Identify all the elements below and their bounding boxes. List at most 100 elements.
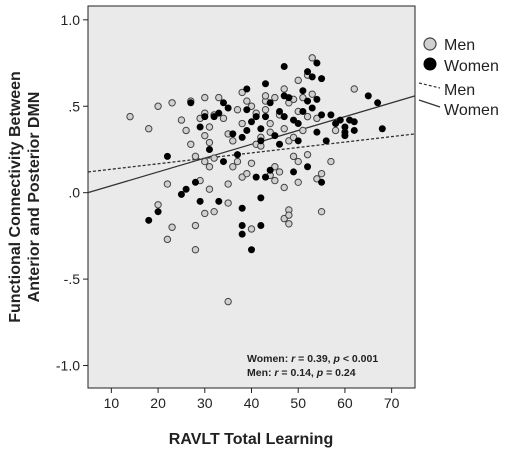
x-tick-label: 10 xyxy=(104,395,120,411)
men-data-point xyxy=(289,152,298,161)
women-data-point xyxy=(219,158,227,166)
men-data-point xyxy=(177,116,186,124)
men-data-point xyxy=(238,88,246,97)
women-data-point xyxy=(205,145,213,153)
men-data-point xyxy=(294,157,302,166)
women-data-point xyxy=(243,85,251,93)
men-data-point xyxy=(266,128,274,136)
women-data-point xyxy=(304,97,312,105)
y-tick-label: -.5 xyxy=(64,271,81,287)
women-data-point xyxy=(182,185,190,193)
men-data-point xyxy=(294,178,302,187)
women-data-point xyxy=(145,216,153,224)
women-data-point xyxy=(294,137,302,145)
men-data-point xyxy=(308,54,316,62)
men-data-point xyxy=(163,180,172,188)
men-data-point xyxy=(261,106,270,114)
men-data-point xyxy=(233,157,242,166)
women-data-point xyxy=(154,208,162,216)
y-axis-label-line1: Functional Connectivity Between xyxy=(7,71,24,323)
women-data-point xyxy=(266,166,274,174)
y-tick-label: -1.0 xyxy=(56,358,80,374)
legend-men-line-label: Men xyxy=(444,82,475,99)
women-data-point xyxy=(299,107,307,115)
men-data-point xyxy=(238,119,246,128)
women-data-point xyxy=(238,204,246,212)
annotation-men: Men: r = 0.14, p = 0.24 xyxy=(247,367,356,379)
men-data-point xyxy=(191,152,200,161)
men-data-point xyxy=(261,92,270,100)
women-data-point xyxy=(238,222,246,230)
men-data-point xyxy=(317,207,326,216)
annotation-women: Women: r = 0.39, p < 0.001 xyxy=(247,353,378,365)
women-data-point xyxy=(262,113,270,121)
plot-area xyxy=(87,5,416,389)
men-data-point xyxy=(154,102,162,110)
men-data-point xyxy=(219,114,228,123)
men-data-point xyxy=(210,207,218,216)
x-axis-ticks: 10 20 30 40 50 60 70 xyxy=(104,388,400,411)
legend: Men Women Men Women xyxy=(418,37,499,119)
women-data-point xyxy=(215,197,223,205)
x-tick-label: 20 xyxy=(150,395,166,411)
women-data-point xyxy=(233,151,241,159)
men-data-point xyxy=(247,225,256,233)
women-data-point xyxy=(252,173,260,181)
men-data-point xyxy=(187,140,195,148)
women-data-point xyxy=(318,178,326,186)
women-data-point xyxy=(374,99,382,107)
men-data-point xyxy=(289,133,298,142)
men-data-point xyxy=(280,85,288,93)
women-data-point xyxy=(341,132,349,140)
women-data-point xyxy=(252,113,260,121)
men-data-point xyxy=(280,183,288,192)
men-data-point xyxy=(205,185,214,193)
men-data-point xyxy=(285,220,293,228)
women-data-point xyxy=(243,126,251,134)
men-data-point xyxy=(224,199,232,207)
men-data-point xyxy=(285,211,293,219)
men-data-point xyxy=(229,137,237,145)
men-data-point xyxy=(313,114,321,123)
men-data-point xyxy=(201,131,209,140)
women-data-point xyxy=(313,128,321,136)
women-data-point xyxy=(177,190,185,198)
women-data-point xyxy=(308,104,316,112)
legend-women-line-label: Women xyxy=(444,102,499,119)
men-data-point xyxy=(201,93,209,102)
women-data-point xyxy=(271,132,279,140)
men-data-point xyxy=(317,169,326,178)
men-data-point xyxy=(266,119,274,128)
men-data-point xyxy=(205,123,214,131)
x-tick-label: 50 xyxy=(290,395,306,411)
men-data-point xyxy=(308,90,316,98)
x-tick-label: 70 xyxy=(384,395,400,411)
legend-women-solid-line-icon xyxy=(418,99,441,108)
women-data-point xyxy=(248,246,255,254)
women-data-point xyxy=(294,120,302,128)
legend-men-marker-label: Men xyxy=(444,37,475,54)
women-data-point xyxy=(257,194,265,202)
men-data-point xyxy=(243,169,251,178)
women-data-point xyxy=(215,109,223,117)
x-tick-label: 30 xyxy=(197,395,213,411)
women-data-point xyxy=(238,133,246,141)
men-data-point xyxy=(303,112,312,121)
women-data-point xyxy=(224,104,232,112)
men-data-point xyxy=(126,112,134,121)
x-axis-label: RAVLT Total Learning xyxy=(169,431,333,448)
women-data-point xyxy=(299,87,307,95)
y-tick-label: .5 xyxy=(68,98,80,114)
women-data-point xyxy=(238,230,246,238)
women-data-point xyxy=(201,113,209,121)
men-data-point xyxy=(201,209,209,218)
stats-annotation: Women: r = 0.39, p < 0.001 Men: r = 0.14… xyxy=(247,353,378,379)
men-data-point xyxy=(168,223,176,231)
men-data-point xyxy=(201,157,209,166)
women-data-point xyxy=(191,178,199,186)
women-data-point xyxy=(196,123,204,131)
men-data-point xyxy=(229,163,237,171)
women-data-point xyxy=(257,222,265,230)
women-data-point xyxy=(257,125,265,133)
